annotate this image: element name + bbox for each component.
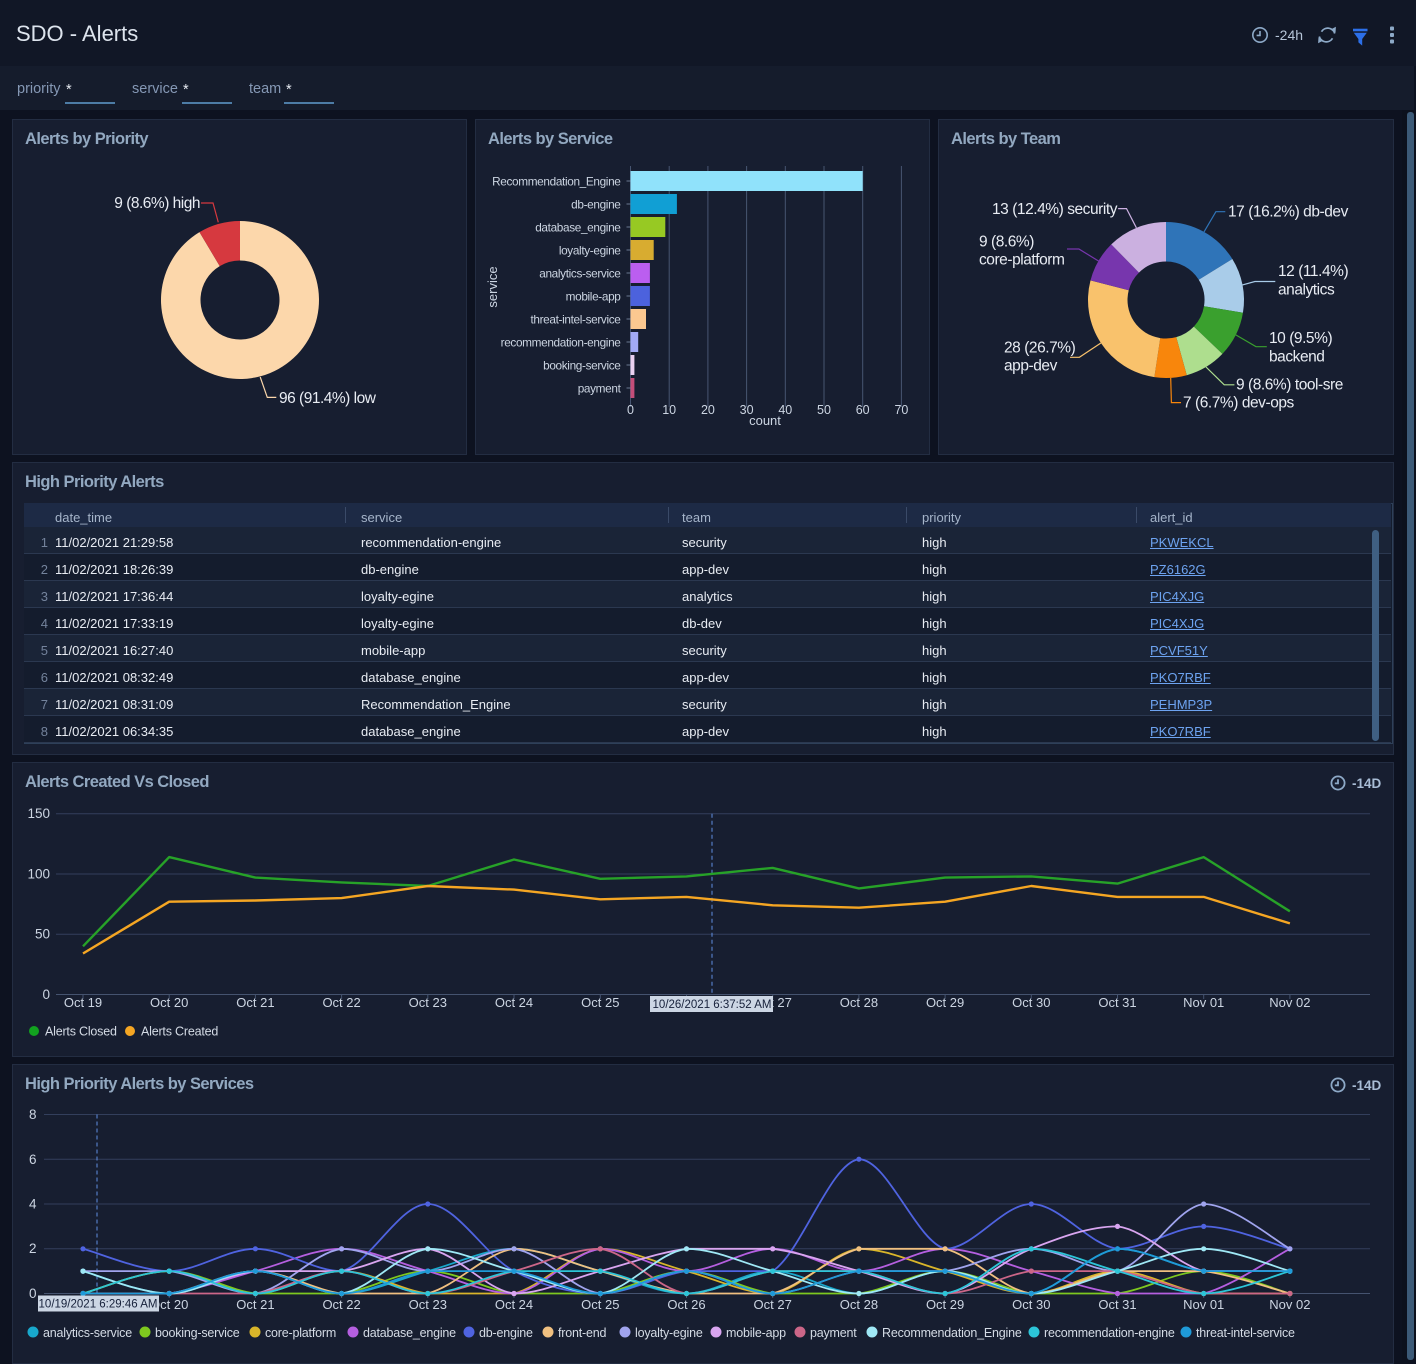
svg-text:Alerts Closed: Alerts Closed [45, 1025, 117, 1039]
svg-text:Oct 24: Oct 24 [495, 995, 533, 1010]
svg-text:Oct 30: Oct 30 [1012, 1297, 1050, 1312]
svg-text:Alerts Created: Alerts Created [141, 1025, 218, 1039]
svg-text:loyalty-egine: loyalty-egine [635, 1326, 703, 1340]
svg-text:13 (12.4%) security: 13 (12.4%) security [992, 201, 1118, 218]
svg-text:app-dev: app-dev [1004, 358, 1058, 375]
svg-text:50: 50 [35, 927, 50, 942]
svg-text:Nov 02: Nov 02 [1269, 1297, 1310, 1312]
svg-text:Oct 31: Oct 31 [1098, 995, 1136, 1010]
svg-text:Oct 26: Oct 26 [667, 1297, 705, 1312]
svg-text:-24h: -24h [1275, 27, 1303, 43]
svg-text:Nov 02: Nov 02 [1269, 995, 1310, 1010]
svg-text:core-platform: core-platform [979, 252, 1064, 269]
svg-text:6: 6 [29, 1152, 37, 1167]
svg-text:loyalty-egine: loyalty-egine [559, 244, 621, 258]
svg-text:50: 50 [817, 403, 831, 417]
svg-text:10: 10 [662, 403, 676, 417]
svg-text:0: 0 [42, 987, 50, 1002]
svg-text:Oct 25: Oct 25 [581, 995, 619, 1010]
svg-text:analytics: analytics [1278, 282, 1335, 299]
svg-text:-14D: -14D [1352, 776, 1382, 791]
svg-text:Oct 24: Oct 24 [495, 1297, 533, 1312]
svg-text:150: 150 [27, 806, 50, 821]
svg-text:Oct 20: Oct 20 [150, 1297, 188, 1312]
svg-text:payment: payment [578, 382, 622, 396]
svg-text:Oct 23: Oct 23 [409, 995, 447, 1010]
svg-text:core-platform: core-platform [265, 1326, 336, 1340]
svg-text:0: 0 [29, 1286, 37, 1301]
svg-text:10/26/2021 6:37:52 AM: 10/26/2021 6:37:52 AM [653, 999, 772, 1011]
svg-text:count: count [749, 413, 781, 428]
svg-text:recommendation-engine: recommendation-engine [501, 336, 622, 350]
svg-text:100: 100 [27, 867, 50, 882]
svg-text:10 (9.5%): 10 (9.5%) [1269, 330, 1332, 347]
svg-text:17 (16.2%) db-dev: 17 (16.2%) db-dev [1228, 204, 1349, 221]
svg-text:analytics-service: analytics-service [539, 267, 621, 281]
svg-text:mobile-app: mobile-app [726, 1326, 786, 1340]
svg-text:96 (91.4%) low: 96 (91.4%) low [279, 390, 377, 407]
svg-text:mobile-app: mobile-app [566, 290, 622, 304]
svg-text:analytics-service: analytics-service [43, 1326, 132, 1340]
svg-text:Oct 29: Oct 29 [926, 995, 964, 1010]
svg-text:30: 30 [740, 403, 754, 417]
svg-text:Recommendation_Engine: Recommendation_Engine [492, 175, 621, 189]
svg-text:Oct 28: Oct 28 [840, 1297, 878, 1312]
svg-text:threat-intel-service: threat-intel-service [530, 313, 621, 327]
svg-text:40: 40 [778, 403, 792, 417]
svg-text:db-engine: db-engine [479, 1326, 533, 1340]
svg-text:booking-service: booking-service [543, 359, 621, 373]
svg-text:8: 8 [29, 1107, 37, 1122]
svg-text:0: 0 [627, 403, 634, 417]
svg-text:Oct 22: Oct 22 [322, 995, 360, 1010]
svg-text:Oct 20: Oct 20 [150, 995, 188, 1010]
svg-text:-14D: -14D [1352, 1078, 1382, 1093]
svg-text:Oct 21: Oct 21 [236, 1297, 274, 1312]
svg-text:Oct 27: Oct 27 [754, 1297, 792, 1312]
svg-text:Recommendation_Engine: Recommendation_Engine [882, 1326, 1022, 1340]
svg-text:2: 2 [29, 1241, 37, 1256]
svg-text:7 (6.7%) dev-ops: 7 (6.7%) dev-ops [1183, 395, 1295, 412]
svg-text:Nov 01: Nov 01 [1183, 1297, 1224, 1312]
svg-text:9 (8.6%) high: 9 (8.6%) high [114, 195, 200, 212]
svg-text:4: 4 [29, 1197, 37, 1212]
svg-text:Oct 19: Oct 19 [64, 995, 102, 1010]
svg-text:backend: backend [1269, 349, 1324, 366]
svg-text:Oct 31: Oct 31 [1098, 1297, 1136, 1312]
svg-text:10/19/2021 6:29:46 AM: 10/19/2021 6:29:46 AM [39, 1299, 158, 1311]
svg-text:Oct 23: Oct 23 [409, 1297, 447, 1312]
svg-text:Oct 21: Oct 21 [236, 995, 274, 1010]
svg-text:60: 60 [856, 403, 870, 417]
svg-text:20: 20 [701, 403, 715, 417]
svg-text:70: 70 [894, 403, 908, 417]
svg-text:database_engine: database_engine [535, 221, 621, 235]
svg-text:threat-intel-service: threat-intel-service [1196, 1326, 1295, 1340]
svg-text:front-end: front-end [558, 1326, 606, 1340]
svg-text:Oct 25: Oct 25 [581, 1297, 619, 1312]
svg-text:Oct 22: Oct 22 [322, 1297, 360, 1312]
svg-text:db-engine: db-engine [571, 198, 621, 212]
svg-text:9 (8.6%) tool-sre: 9 (8.6%) tool-sre [1236, 377, 1343, 394]
svg-text:Oct 30: Oct 30 [1012, 995, 1050, 1010]
svg-text:Nov 01: Nov 01 [1183, 995, 1224, 1010]
svg-text:payment: payment [810, 1326, 857, 1340]
svg-text:Oct 28: Oct 28 [840, 995, 878, 1010]
svg-text:Oct 29: Oct 29 [926, 1297, 964, 1312]
svg-text:service: service [485, 266, 500, 307]
svg-text:9 (8.6%): 9 (8.6%) [979, 234, 1034, 251]
svg-text:12 (11.4%): 12 (11.4%) [1278, 263, 1348, 280]
svg-text:booking-service: booking-service [155, 1326, 240, 1340]
svg-text:recommendation-engine: recommendation-engine [1044, 1326, 1175, 1340]
svg-text:28 (26.7%): 28 (26.7%) [1004, 340, 1076, 357]
svg-text:database_engine: database_engine [363, 1326, 456, 1340]
